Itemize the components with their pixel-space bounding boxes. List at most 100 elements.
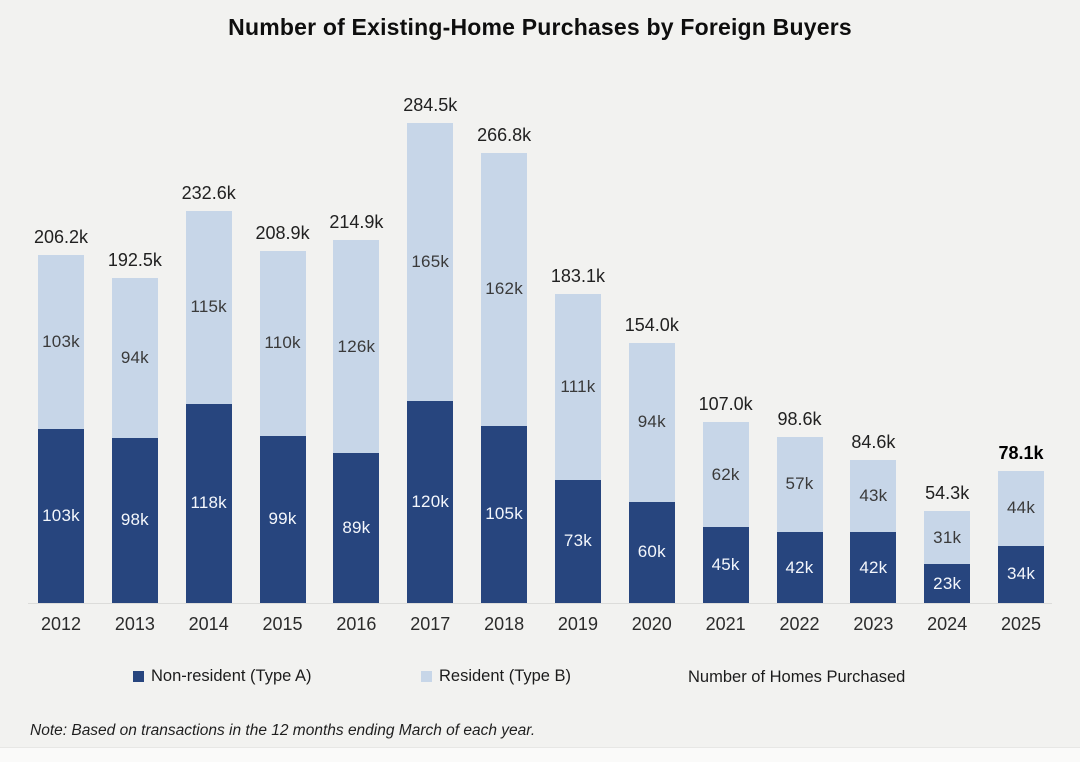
bar-segment-resident: 94k — [628, 343, 675, 502]
x-axis-tick-label: 2024 — [927, 614, 968, 634]
bar-segment-resident: 115k — [185, 210, 232, 404]
segment-value-label: 23k — [933, 573, 962, 593]
segment-value-label: 118k — [190, 493, 227, 513]
bar-segment-resident: 162k — [481, 152, 528, 426]
bar-segment-resident: 94k — [111, 278, 158, 438]
segment-value-label: 103k — [42, 506, 80, 526]
segment-value-label: 34k — [1007, 564, 1036, 584]
segment-value-label: 162k — [485, 279, 523, 299]
bar-segment-non-resident: 120k — [407, 400, 454, 603]
bar-total-label: 107.0k — [698, 394, 753, 415]
segment-value-label: 73k — [563, 531, 592, 551]
segment-value-label: 126k — [337, 336, 376, 356]
non-resident-swatch-icon — [133, 671, 144, 682]
bar-segment-non-resident: 34k — [998, 545, 1045, 603]
bar-total-label: 183.1k — [550, 266, 605, 287]
bar-segment-non-resident: 89k — [333, 452, 380, 603]
x-axis-tick-label: 2015 — [262, 614, 303, 634]
bar-total-label: 84.6k — [851, 432, 896, 453]
bar-segment-resident: 62k — [702, 422, 749, 528]
x-axis-tick-label: 2017 — [410, 614, 451, 634]
bar-segment-resident: 111k — [554, 294, 601, 480]
bar-column-2020: 154.0k 94k 60k 2020 — [625, 315, 679, 634]
x-axis-tick-label: 2016 — [336, 614, 377, 634]
bar-total-label: 214.9k — [329, 212, 384, 233]
bar-segment-resident: 103k — [38, 255, 84, 430]
segment-value-label: 94k — [120, 347, 149, 367]
bar-total-label: 266.8k — [477, 124, 532, 145]
bottom-strip — [0, 747, 1080, 762]
segment-value-label: 45k — [711, 555, 740, 575]
segment-value-label: 31k — [933, 527, 962, 547]
segment-value-label: 165k — [411, 251, 450, 271]
bar-segment-non-resident: 105k — [481, 425, 528, 603]
segment-value-label: 105k — [485, 504, 523, 524]
bar-total-label: 154.0k — [624, 315, 679, 336]
bar-column-2018: 266.8k 162k 105k 2018 — [477, 125, 531, 634]
bar-total-label: 98.6k — [777, 408, 822, 429]
segment-value-label: 94k — [637, 412, 666, 432]
bar-total-label: 78.1k — [998, 443, 1044, 464]
bar-total-label: 54.3k — [925, 483, 970, 504]
bar-column-2013: 192.5k 94k 98k 2013 — [108, 250, 162, 634]
bar-segment-resident: 43k — [850, 460, 897, 533]
x-axis-tick-label: 2020 — [631, 614, 672, 634]
chart-legend: Non-resident (Type A) Resident (Type B) … — [0, 667, 1080, 689]
bar-segment-non-resident: 23k — [924, 564, 971, 603]
bar-segment-resident: 110k — [259, 250, 306, 436]
bar-total-label: 208.9k — [255, 222, 310, 243]
segment-value-label: 60k — [637, 542, 666, 562]
bar-segment-non-resident: 99k — [259, 435, 306, 603]
bar-column-2016: 214.9k 126k 89k 2016 — [329, 212, 383, 634]
segment-value-label: 57k — [785, 474, 814, 494]
segment-value-label: 89k — [342, 517, 371, 537]
bar-segment-non-resident: 98k — [111, 437, 158, 603]
segment-value-label: 115k — [190, 297, 227, 317]
segment-value-label: 98k — [120, 510, 149, 530]
x-axis-tick-label: 2019 — [557, 614, 598, 634]
resident-swatch-icon — [421, 671, 432, 682]
segment-value-label: 42k — [859, 557, 888, 577]
x-axis-tick-label: 2018 — [484, 614, 525, 634]
bar-total-label: 206.2k — [33, 227, 89, 248]
segment-value-label: 99k — [268, 509, 297, 529]
bar-segment-non-resident: 45k — [702, 527, 749, 603]
bar-column-2014: 232.6k 115k 118k 2014 — [182, 183, 236, 634]
bar-segment-resident: 126k — [333, 240, 380, 453]
bar-segment-non-resident: 60k — [628, 501, 675, 603]
bar-segment-resident: 57k — [776, 436, 823, 533]
bar-segment-non-resident: 103k — [38, 429, 84, 603]
chart-title: Number of Existing-Home Purchases by For… — [228, 14, 852, 40]
bar-column-2012: 206.2k 103k 103k 2012 — [34, 227, 88, 634]
bar-segment-non-resident: 42k — [850, 532, 897, 603]
bar-column-2019: 183.1k 111k 73k 2019 — [551, 266, 605, 634]
y-axis-title: Number of Homes Purchased — [688, 668, 906, 686]
bar-segment-non-resident: 118k — [185, 403, 232, 603]
legend-item-resident: Resident (Type B) — [421, 667, 571, 686]
footnote: Note: Based on transactions in the 12 mo… — [30, 722, 536, 739]
bar-total-label: 232.6k — [181, 182, 236, 203]
legend-item-non-resident: Non-resident (Type A) — [133, 667, 312, 686]
bar-column-2023: 84.6k 43k 42k 2023 — [850, 432, 897, 634]
segment-value-label: 111k — [560, 376, 596, 396]
bar-column-2015: 208.9k 110k 99k 2015 — [256, 223, 310, 634]
bar-segment-non-resident: 42k — [776, 532, 823, 603]
x-axis-tick-label: 2014 — [188, 614, 229, 634]
x-axis-tick-label: 2021 — [705, 614, 746, 634]
segment-value-label: 120k — [411, 491, 450, 511]
x-axis-tick-label: 2013 — [114, 614, 155, 634]
bar-segment-resident: 44k — [998, 471, 1045, 546]
bar-column-2021: 107.0k 62k 45k 2021 — [699, 394, 753, 634]
x-axis-tick-label: 2012 — [40, 614, 82, 634]
bar-total-label: 284.5k — [403, 95, 458, 115]
bar-column-2024: 54.3k 31k 23k 2024 — [924, 483, 971, 634]
segment-value-label: 44k — [1007, 498, 1036, 518]
bar-column-2025: 78.1k 44k 34k 2025 — [998, 443, 1045, 634]
segment-value-label: 110k — [264, 333, 301, 353]
bar-total-label: 192.5k — [107, 250, 162, 271]
bar-segment-resident: 31k — [924, 511, 971, 565]
segment-value-label: 43k — [859, 486, 888, 506]
bar-segment-non-resident: 73k — [554, 479, 601, 603]
